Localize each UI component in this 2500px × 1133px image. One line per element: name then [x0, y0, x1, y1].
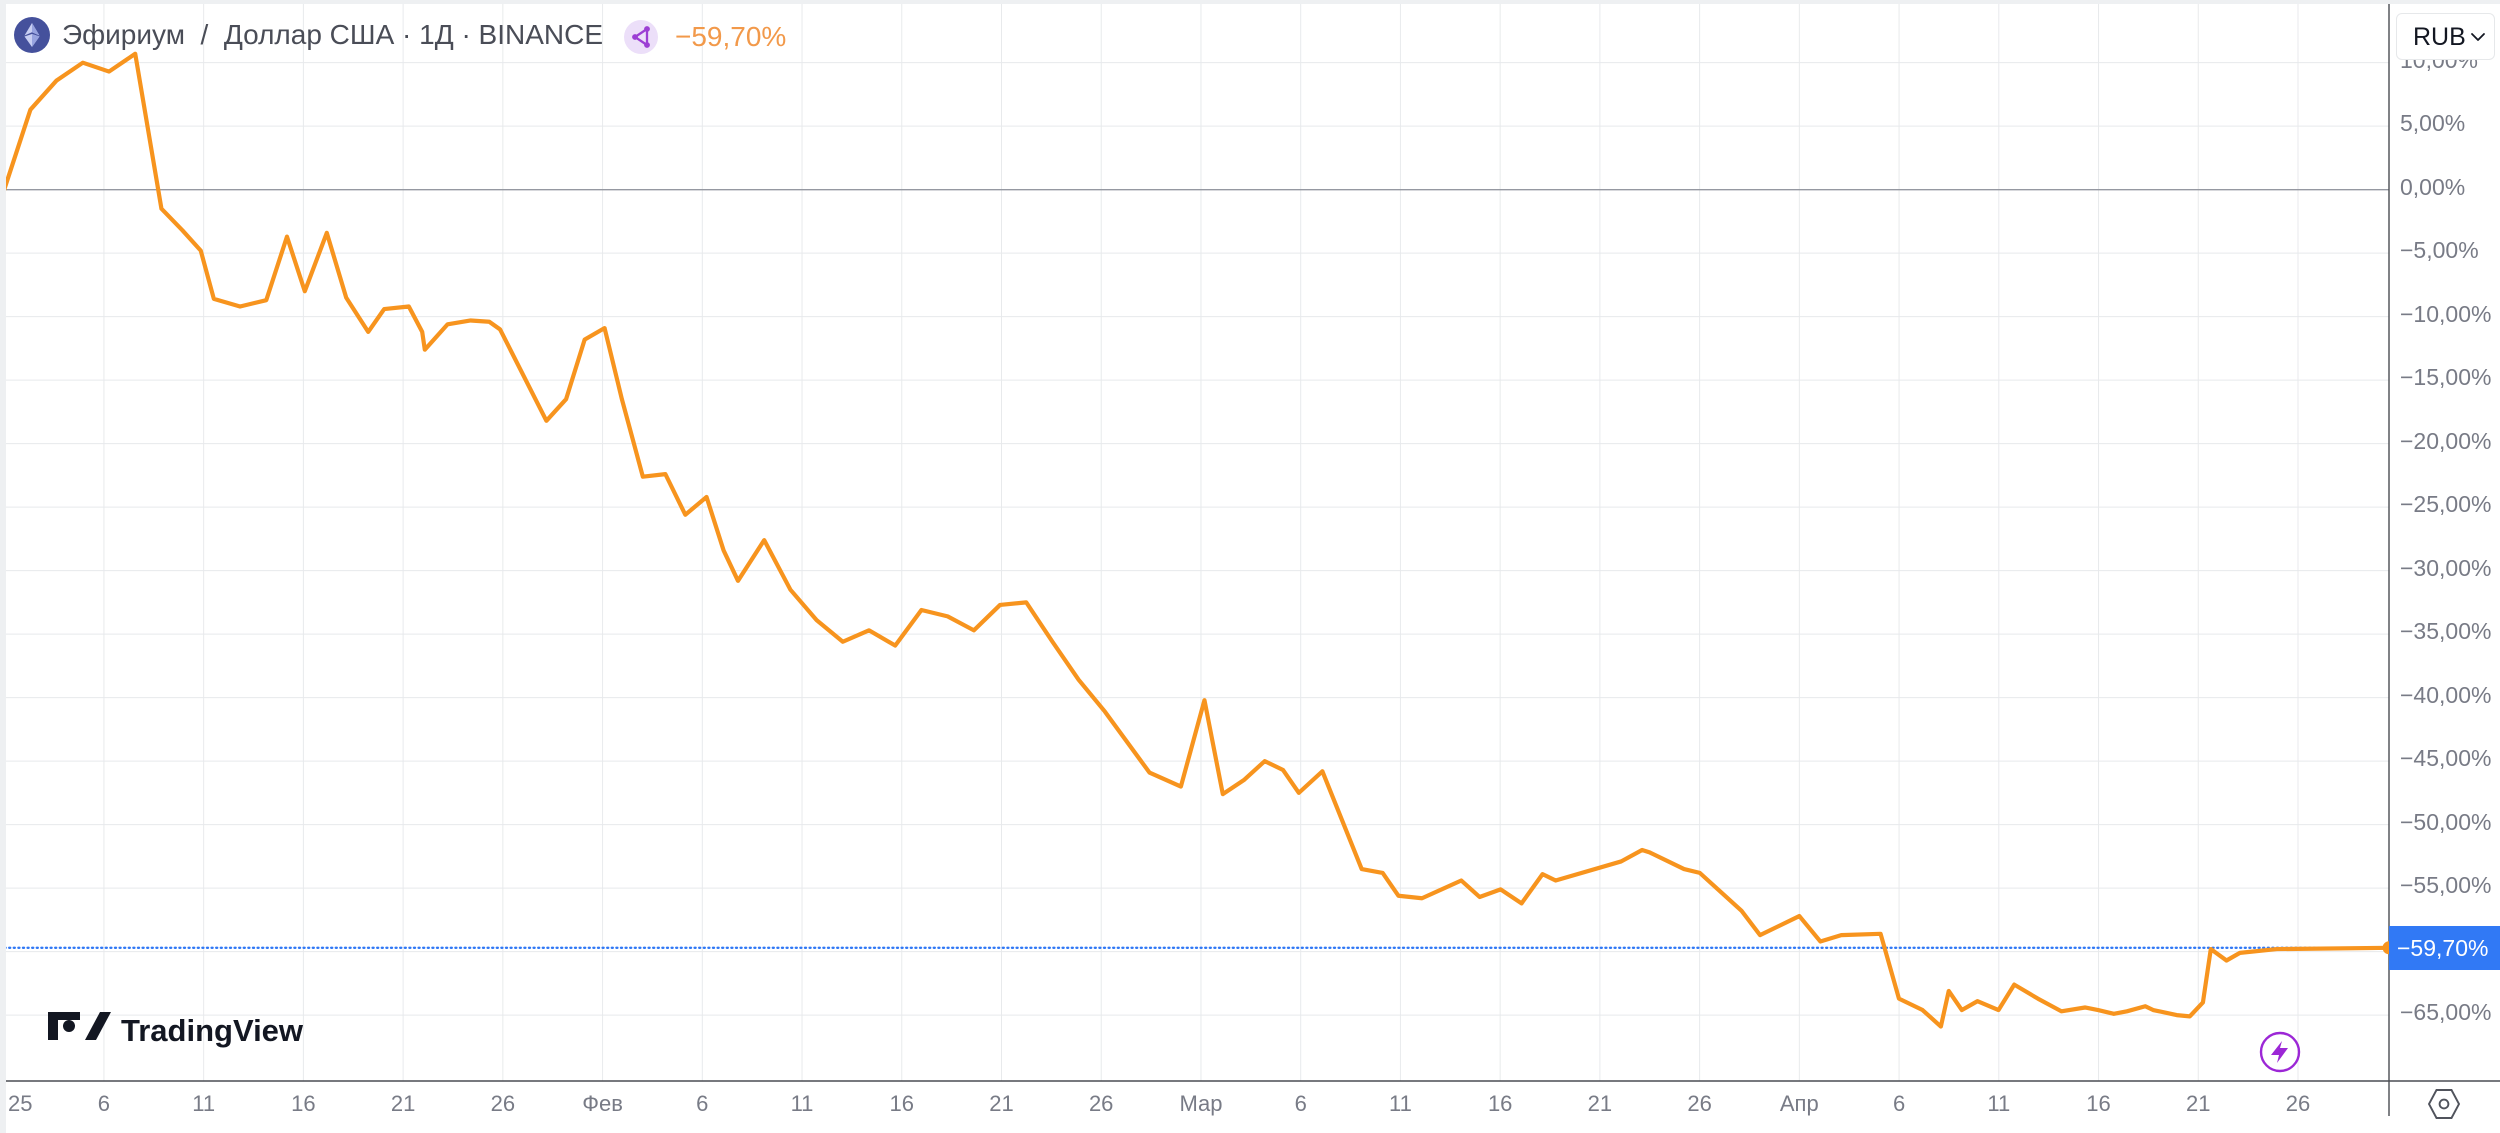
svg-text:TradingView: TradingView — [121, 1013, 304, 1048]
